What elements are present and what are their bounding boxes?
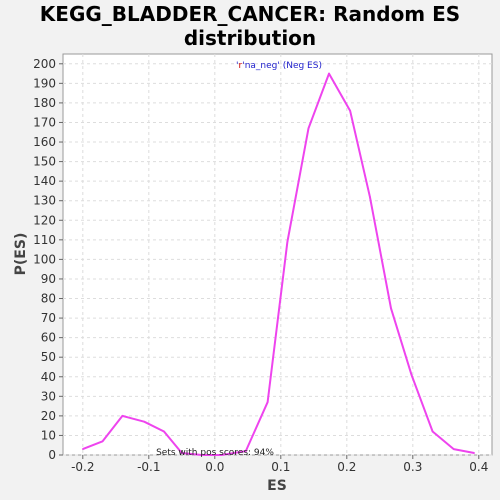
legend-prefix: ' bbox=[236, 61, 238, 71]
x-tick-label: -0.1 bbox=[137, 460, 160, 474]
data-point bbox=[220, 454, 223, 456]
y-axis-label: P(ES) bbox=[13, 233, 29, 276]
grid bbox=[63, 54, 492, 456]
data-point bbox=[349, 109, 351, 112]
y-tick-label: 50 bbox=[41, 350, 56, 364]
y-tick-label: 70 bbox=[41, 311, 56, 325]
x-tick-label: 0.1 bbox=[271, 460, 290, 474]
y-tick-label: 130 bbox=[33, 194, 56, 208]
data-point bbox=[431, 430, 434, 433]
y-tick-label: 40 bbox=[41, 370, 56, 384]
es-distribution-line bbox=[82, 72, 475, 456]
x-tick-label: -0.2 bbox=[71, 460, 94, 474]
series-layer bbox=[82, 72, 476, 456]
data-point bbox=[163, 430, 165, 433]
x-tick-label: 0.2 bbox=[337, 460, 356, 474]
y-axis-ticks: 0 10 20 30 40 50 60 70 80 90 100 110 120 130 140 150 160… bbox=[33, 57, 63, 462]
x-tick-label: 0.3 bbox=[403, 460, 422, 474]
data-point bbox=[410, 374, 413, 376]
data-point bbox=[369, 196, 371, 198]
y-tick-label: 10 bbox=[41, 428, 56, 442]
data-point bbox=[452, 448, 455, 450]
data-point bbox=[473, 452, 476, 454]
y-tick-label: 20 bbox=[41, 409, 56, 423]
y-tick-label: 80 bbox=[41, 292, 56, 306]
y-tick-label: 150 bbox=[33, 155, 56, 169]
y-tick-label: 200 bbox=[33, 57, 56, 71]
chart-title-line-2: distribution bbox=[183, 26, 317, 50]
y-tick-label: 170 bbox=[33, 115, 56, 129]
plot-area bbox=[62, 53, 493, 456]
x-tick-label: 0.0 bbox=[205, 460, 224, 474]
data-point bbox=[121, 415, 124, 417]
data-point bbox=[200, 454, 203, 456]
y-tick-label: 110 bbox=[33, 233, 56, 247]
pos-scores-annotation: Sets with pos scores: 94% bbox=[156, 448, 274, 458]
y-tick-label: 140 bbox=[33, 174, 56, 188]
y-tick-label: 120 bbox=[33, 213, 56, 227]
data-point bbox=[328, 72, 330, 75]
data-point bbox=[101, 440, 104, 443]
y-tick-label: 100 bbox=[33, 252, 56, 266]
y-tick-label: 90 bbox=[41, 272, 56, 286]
data-point bbox=[143, 420, 145, 423]
x-tick-label: 0.4 bbox=[469, 460, 488, 474]
data-point bbox=[82, 448, 84, 450]
data-point bbox=[245, 450, 247, 452]
y-tick-label: 30 bbox=[41, 389, 56, 403]
y-tick-label: 190 bbox=[33, 76, 56, 90]
legend-rest: 'na_neg' (Neg ES) bbox=[242, 61, 322, 71]
x-axis-ticks: -0.2 -0.1 0.0 0.1 0.2 0.3 0.4 bbox=[71, 455, 488, 474]
y-tick-label: 0 bbox=[48, 448, 56, 462]
chart-title-line-1: KEGG_BLADDER_CANCER: Random ES bbox=[39, 2, 461, 26]
data-point bbox=[181, 452, 183, 454]
data-point bbox=[307, 127, 310, 130]
data-point bbox=[390, 307, 392, 310]
y-tick-label: 180 bbox=[33, 96, 56, 110]
y-tick-label: 160 bbox=[33, 135, 56, 149]
y-tick-label: 60 bbox=[41, 331, 56, 345]
data-point bbox=[286, 241, 289, 243]
legend-r: r bbox=[239, 61, 243, 71]
data-point bbox=[266, 401, 269, 404]
legend-entry: 'r'na_neg' (Neg ES) bbox=[236, 61, 322, 71]
x-axis-label: ES bbox=[267, 478, 287, 494]
chart-title: KEGG_BLADDER_CANCER: Random ES distribut… bbox=[0, 2, 500, 50]
